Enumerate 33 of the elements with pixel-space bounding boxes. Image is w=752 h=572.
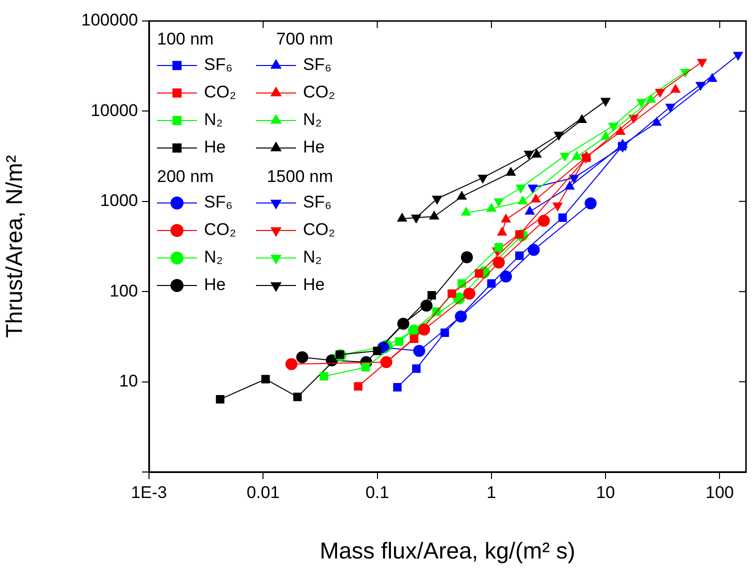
y-axis-title: Thrust/Area, N/m²: [1, 154, 28, 338]
x-axis-title: Mass flux/Area, kg/(m² s): [320, 538, 576, 564]
annotation: 100 nm: [157, 30, 214, 49]
annotation: 200 nm: [157, 167, 214, 186]
x-tick-label: 100: [706, 482, 734, 502]
legend-label: SF₆: [303, 55, 332, 74]
y-tick-label: 100: [110, 281, 138, 300]
legend-label: N₂: [303, 110, 322, 130]
legend-label: SF₆: [204, 192, 233, 212]
legend-label: SF₆: [204, 55, 233, 74]
x-tick-label: 1E-3: [131, 482, 167, 502]
legend-label: CO₂: [303, 82, 336, 102]
legend-label: N₂: [303, 248, 322, 267]
x-tick-label: 0.1: [365, 482, 390, 502]
x-tick-label: 10: [596, 482, 616, 502]
legend-label: N₂: [204, 248, 223, 267]
legend-label: N₂: [204, 110, 223, 130]
y-tick-label: 10: [119, 371, 138, 390]
x-tick-label: 0.01: [246, 482, 280, 502]
legend-label: CO₂: [303, 220, 336, 240]
legend-label: He: [204, 275, 226, 294]
legend-label: SF₆: [303, 192, 332, 212]
legend-label: He: [204, 138, 226, 157]
legend-label: He: [303, 275, 325, 294]
annotation: 1500 nm: [266, 167, 333, 186]
legend-label: CO₂: [204, 220, 236, 240]
x-tick-label: 1: [486, 482, 496, 502]
legend-label: CO₂: [204, 82, 236, 102]
annotation: 700 nm: [276, 30, 333, 49]
legend-label: He: [303, 138, 325, 157]
y-tick-label: 100000: [81, 10, 138, 30]
y-tick-label: 1000: [100, 191, 138, 210]
y-tick-label: 10000: [90, 100, 138, 120]
